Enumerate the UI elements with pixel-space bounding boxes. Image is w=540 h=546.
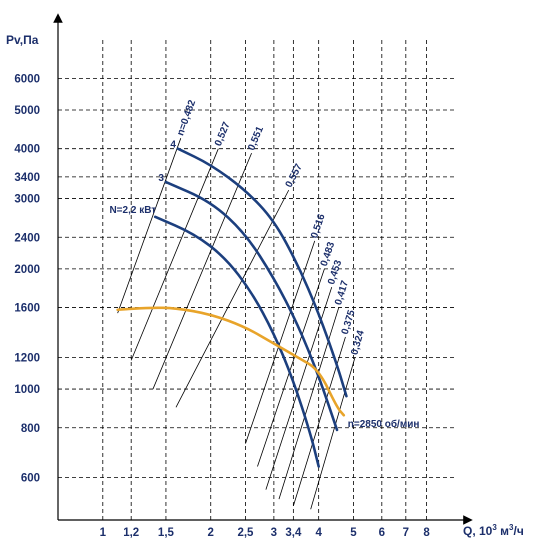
x-tick-label: 2,5: [237, 527, 254, 539]
curve-line: [164, 180, 339, 432]
y-tick-label: 6000: [14, 73, 40, 85]
curve-label: n=2850 об/мин: [348, 418, 420, 430]
x-tick-label: 6: [379, 527, 385, 539]
efficiency-line: [130, 148, 219, 361]
efficiency-label: n=0,482: [175, 98, 198, 137]
x-axis-label: Q, 103 м3/ч: [463, 523, 524, 538]
efficiency-label: 0,557: [284, 162, 305, 190]
y-tick-label: 2000: [14, 264, 40, 276]
y-tick-labels: 600 800 1000 1200 1600 2000 2400 3000 3400 4000 50…: [14, 73, 40, 484]
efficiency-line: [175, 189, 290, 408]
x-tick-label: 3,4: [285, 527, 302, 539]
horizontal-grid-lines: [58, 77, 455, 479]
efficiency-line: [310, 357, 356, 510]
curve-line: [153, 215, 320, 468]
x-tick-label: 3: [271, 527, 277, 539]
efficiency-label: 0,516: [309, 212, 328, 240]
y-tick-label: 3400: [14, 172, 40, 184]
y-tick-label: 3000: [14, 194, 40, 206]
x-tick-label: 5: [350, 527, 357, 539]
y-tick-label: 600: [21, 473, 40, 485]
y-tick-label: 800: [21, 423, 40, 435]
efficiency-label: 0,324: [349, 329, 367, 357]
x-tick-label: 2: [208, 527, 214, 539]
y-tick-label: 4000: [14, 144, 40, 156]
efficiency-label: 0,551: [246, 125, 266, 153]
x-tick-labels: 1 1,2 1,5 2 2,5 3 3,4 4 5 6 7 8: [100, 527, 431, 539]
x-tick-label: 1: [100, 527, 107, 539]
x-tick-label: 8: [423, 527, 430, 539]
axes: [53, 13, 473, 525]
x-tick-label: 1,2: [123, 527, 139, 539]
vertical-grid-lines: [102, 40, 428, 520]
y-tick-label: 5000: [14, 105, 40, 117]
efficiency-label: 0,527: [213, 120, 233, 148]
x-tick-label: 4: [315, 527, 322, 539]
curve-line: [176, 147, 348, 398]
efficiency-line: [278, 307, 340, 500]
y-tick-label: 1000: [14, 384, 40, 396]
y-tick-label: 2400: [14, 232, 40, 244]
curve-label: N=2,2 кВт: [109, 205, 156, 216]
curve-label: 3: [158, 173, 164, 184]
curve-line: [116, 306, 346, 417]
x-tick-label: 7: [403, 527, 409, 539]
characteristic-curves: [116, 147, 348, 468]
y-tick-label: 1200: [14, 352, 40, 364]
y-axis-label: Pv,Па: [6, 33, 39, 47]
x-tick-label: 1,5: [158, 527, 175, 539]
efficiency-line: [152, 152, 252, 390]
y-tick-label: 1600: [14, 303, 40, 315]
curve-label: 4: [170, 140, 176, 151]
efficiency-line: [117, 138, 182, 314]
